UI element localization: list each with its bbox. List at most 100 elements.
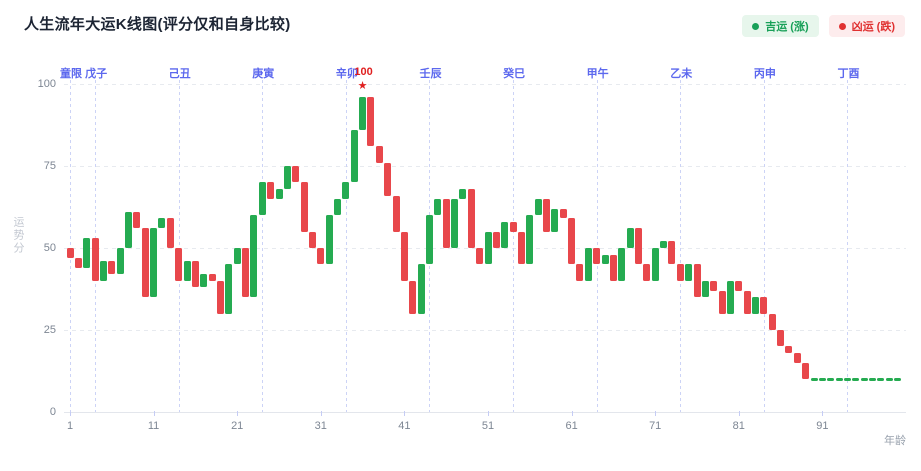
legend-item-good-fortune[interactable]: 吉运 (涨) [742, 15, 819, 37]
candle-age-64[interactable] [593, 248, 601, 265]
candle-age-59[interactable] [551, 208, 559, 232]
candle-age-95[interactable] [852, 377, 860, 382]
candle-age-75[interactable] [685, 264, 693, 281]
candle-age-23[interactable] [250, 215, 258, 298]
candle-age-84[interactable] [760, 297, 768, 314]
candle-age-68[interactable] [626, 228, 634, 248]
candle-age-52[interactable] [492, 231, 500, 248]
candle-age-48[interactable] [459, 188, 467, 199]
candle-age-43[interactable] [417, 264, 425, 314]
candle-age-88[interactable] [793, 352, 801, 363]
candle-age-38[interactable] [375, 146, 383, 163]
candle-age-32[interactable] [325, 215, 333, 265]
candle-age-29[interactable] [300, 182, 308, 232]
candle-age-80[interactable] [726, 280, 734, 314]
candle-age-90[interactable] [810, 377, 818, 382]
candle-age-70[interactable] [643, 264, 651, 281]
candle-age-33[interactable] [334, 198, 342, 216]
candle-age-67[interactable] [618, 248, 626, 281]
candle-age-65[interactable] [601, 254, 609, 265]
candle-age-66[interactable] [609, 254, 617, 281]
candle-age-20[interactable] [225, 264, 233, 314]
legend-item-bad-fortune[interactable]: 凶运 (跌) [828, 15, 905, 37]
candle-age-8[interactable] [125, 211, 133, 248]
candle-age-10[interactable] [141, 228, 149, 298]
candle-age-98[interactable] [877, 377, 885, 382]
candle-age-39[interactable] [384, 162, 392, 196]
candle-age-36[interactable] [359, 97, 367, 130]
candle-age-74[interactable] [676, 264, 684, 281]
candle-age-50[interactable] [476, 248, 484, 265]
candle-age-97[interactable] [869, 377, 877, 382]
candle-age-13[interactable] [166, 218, 174, 248]
candle-age-34[interactable] [342, 182, 350, 199]
candle-age-60[interactable] [559, 208, 567, 219]
candle-age-56[interactable] [526, 215, 534, 265]
candle-age-54[interactable] [509, 221, 517, 232]
candle-age-15[interactable] [183, 261, 191, 281]
candle-age-99[interactable] [885, 377, 893, 382]
candle-age-78[interactable] [710, 280, 718, 291]
candle-age-47[interactable] [451, 198, 459, 248]
candle-age-79[interactable] [718, 290, 726, 314]
candle-age-27[interactable] [283, 166, 291, 189]
candle-age-96[interactable] [860, 377, 868, 382]
candle-age-61[interactable] [568, 218, 576, 265]
candle-age-92[interactable] [827, 377, 835, 382]
candle-age-77[interactable] [701, 280, 709, 298]
candle-age-31[interactable] [317, 248, 325, 265]
candle-age-30[interactable] [308, 231, 316, 248]
candle-age-82[interactable] [743, 290, 751, 314]
candle-age-3[interactable] [83, 238, 91, 268]
candle-age-24[interactable] [258, 182, 266, 216]
candle-age-100[interactable] [894, 377, 902, 382]
candle-age-87[interactable] [785, 346, 793, 353]
candle-age-4[interactable] [91, 238, 99, 281]
candle-age-71[interactable] [651, 248, 659, 281]
candle-age-9[interactable] [133, 211, 141, 229]
candle-age-11[interactable] [150, 228, 158, 298]
candle-age-83[interactable] [752, 297, 760, 314]
candle-age-18[interactable] [208, 274, 216, 281]
candle-age-44[interactable] [425, 215, 433, 265]
candle-age-41[interactable] [400, 231, 408, 281]
candle-age-81[interactable] [735, 280, 743, 291]
candle-age-76[interactable] [693, 264, 701, 298]
candle-age-49[interactable] [467, 188, 475, 248]
candle-age-37[interactable] [367, 97, 375, 147]
candle-age-17[interactable] [200, 274, 208, 288]
candle-age-26[interactable] [275, 188, 283, 199]
candle-age-1[interactable] [66, 248, 74, 258]
candle-age-16[interactable] [191, 261, 199, 288]
candle-age-28[interactable] [292, 166, 300, 183]
candle-age-5[interactable] [99, 261, 107, 281]
candle-age-12[interactable] [158, 218, 166, 229]
candle-age-25[interactable] [267, 182, 275, 199]
candle-age-72[interactable] [660, 241, 668, 248]
candle-age-58[interactable] [543, 198, 551, 232]
candle-age-53[interactable] [501, 221, 509, 248]
candle-age-55[interactable] [517, 231, 525, 265]
candle-age-2[interactable] [74, 257, 82, 268]
candle-age-6[interactable] [108, 261, 116, 275]
candle-age-40[interactable] [392, 195, 400, 232]
candle-age-19[interactable] [216, 280, 224, 314]
candle-age-45[interactable] [434, 198, 442, 216]
candle-age-57[interactable] [534, 198, 542, 216]
candle-age-7[interactable] [116, 248, 124, 275]
candle-age-14[interactable] [175, 248, 183, 281]
candle-age-93[interactable] [835, 377, 843, 382]
candle-age-21[interactable] [233, 248, 241, 265]
candle-age-89[interactable] [802, 362, 810, 380]
candle-age-35[interactable] [350, 129, 358, 183]
candle-age-63[interactable] [584, 248, 592, 281]
candle-age-46[interactable] [442, 198, 450, 248]
candle-age-51[interactable] [484, 231, 492, 265]
candle-age-42[interactable] [409, 280, 417, 314]
candle-age-62[interactable] [576, 264, 584, 281]
candle-age-73[interactable] [668, 241, 676, 265]
candle-age-22[interactable] [242, 248, 250, 298]
candle-age-85[interactable] [768, 313, 776, 330]
candle-age-69[interactable] [634, 228, 642, 265]
candle-age-91[interactable] [818, 377, 826, 382]
